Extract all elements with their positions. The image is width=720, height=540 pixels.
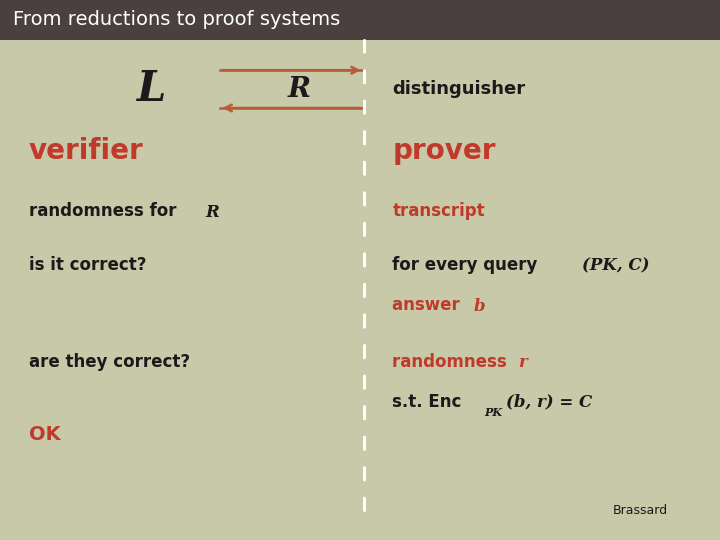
Text: distinguisher: distinguisher (392, 80, 526, 98)
Text: r: r (518, 354, 527, 372)
Text: verifier: verifier (29, 137, 143, 165)
Text: randomness: randomness (392, 353, 513, 371)
Text: OK: OK (29, 425, 60, 444)
Text: PK: PK (485, 407, 503, 417)
Text: L: L (137, 68, 166, 110)
Text: R: R (287, 76, 310, 103)
Text: (b, r) = C: (b, r) = C (506, 394, 593, 411)
FancyBboxPatch shape (0, 0, 720, 40)
Text: From reductions to proof systems: From reductions to proof systems (13, 10, 341, 30)
Text: Brassard: Brassard (613, 504, 668, 517)
Text: prover: prover (392, 137, 496, 165)
Text: answer: answer (392, 296, 466, 314)
Text: for every query: for every query (392, 255, 544, 274)
Text: is it correct?: is it correct? (29, 255, 146, 274)
Text: R: R (205, 204, 219, 221)
Text: are they correct?: are they correct? (29, 353, 190, 371)
Text: b: b (474, 298, 485, 315)
Text: randomness for: randomness for (29, 201, 182, 220)
Text: transcript: transcript (392, 201, 485, 220)
Text: (PK, C): (PK, C) (582, 257, 649, 274)
Text: s.t. Enc: s.t. Enc (392, 393, 462, 411)
